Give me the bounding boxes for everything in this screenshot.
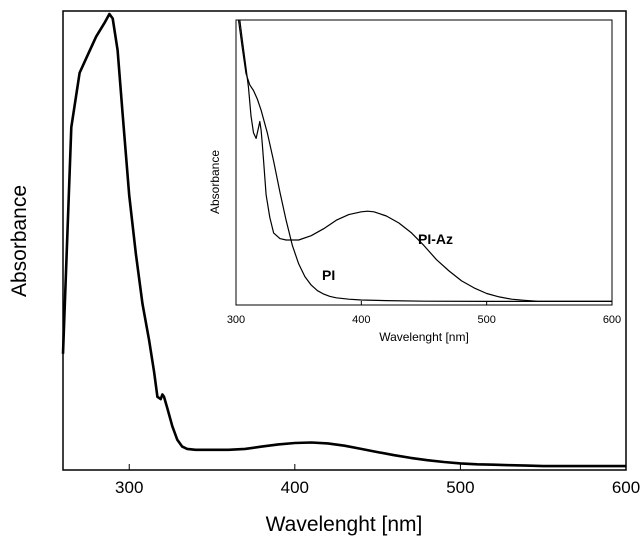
inset-plot-frame — [235, 19, 613, 306]
inset-x-tick-label-500: 500 — [477, 314, 495, 326]
inset-series-line-pi-az — [239, 19, 612, 302]
series-label-pi-az: PI-Az — [418, 231, 453, 247]
inset-y-axis-label: Absorbance — [208, 150, 222, 214]
main-x-axis-label: Wavelenght [nm] — [266, 513, 423, 536]
main-y-axis-label: Absorbance — [8, 185, 31, 297]
main-chart: 300 400 500 600 Wavelenght [nm] Absorbance — [8, 10, 640, 536]
series-label-pi: PI — [322, 267, 335, 283]
inset-chart: 300 400 500 600 PI-Az PI Wavelenght [nm] Ab… — [208, 19, 621, 344]
main-x-tick-label-300: 300 — [115, 478, 143, 497]
inset-x-axis-label: Wavelenght [nm] — [379, 330, 469, 344]
inset-x-tick-label-300: 300 — [227, 314, 245, 326]
main-series-line — [61, 12, 626, 468]
inset-series-line-pi — [237, 19, 612, 302]
inset-x-tick-labels: 300 400 500 600 — [227, 314, 621, 326]
main-x-tick-labels: 300 400 500 600 — [115, 478, 640, 497]
main-plot-frame — [62, 10, 627, 471]
inset-x-tick-label-400: 400 — [352, 314, 370, 326]
inset-x-tick-label-600: 600 — [603, 314, 621, 326]
main-x-tick-label-400: 400 — [281, 478, 309, 497]
main-x-tick-label-500: 500 — [446, 478, 474, 497]
main-x-tick-label-600: 600 — [612, 478, 640, 497]
